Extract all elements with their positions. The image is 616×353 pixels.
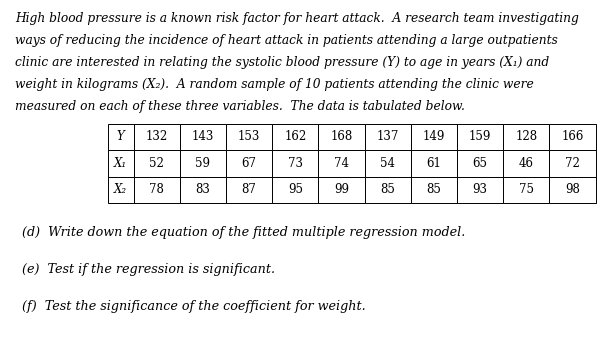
Bar [226,124,272,150]
Bar [549,150,596,176]
Text: 153: 153 [238,130,261,143]
Text: 159: 159 [469,130,492,143]
Text: clinic are interested in relating the systolic blood pressure (Y) to age in year: clinic are interested in relating the sy… [15,56,549,69]
Bar [134,176,180,203]
Text: measured on each of these three variables.  The data is tabulated below.: measured on each of these three variable… [15,100,465,113]
Bar [134,124,180,150]
Bar [108,176,134,203]
Text: 73: 73 [288,157,303,170]
Text: 85: 85 [426,183,442,196]
Text: 168: 168 [330,130,353,143]
Bar [108,124,134,150]
Bar [457,124,503,150]
Bar [318,124,365,150]
Text: 67: 67 [241,157,257,170]
Text: 78: 78 [149,183,164,196]
Text: (d)  Write down the equation of the fitted multiple regression model.: (d) Write down the equation of the fitte… [22,226,465,239]
Text: 137: 137 [376,130,399,143]
Text: 132: 132 [145,130,168,143]
Text: 59: 59 [195,157,211,170]
Bar [549,176,596,203]
Bar [411,176,457,203]
Text: 128: 128 [516,130,537,143]
Bar [180,176,226,203]
Bar [318,150,365,176]
Bar [272,150,318,176]
Text: 93: 93 [472,183,488,196]
Text: X₂: X₂ [114,183,128,196]
Bar [180,124,226,150]
Text: 143: 143 [192,130,214,143]
Text: 149: 149 [423,130,445,143]
Text: ways of reducing the incidence of heart attack in patients attending a large out: ways of reducing the incidence of heart … [15,34,558,47]
Text: (f)  Test the significance of the coefficient for weight.: (f) Test the significance of the coeffic… [22,300,365,313]
Text: 98: 98 [565,183,580,196]
Text: 54: 54 [380,157,395,170]
Bar [503,176,549,203]
Text: 46: 46 [519,157,534,170]
Text: 83: 83 [195,183,211,196]
Text: X₁: X₁ [114,157,128,170]
Bar [272,176,318,203]
Text: Y: Y [117,130,124,143]
Bar [108,150,134,176]
Text: High blood pressure is a known risk factor for heart attack.  A research team in: High blood pressure is a known risk fact… [15,12,579,25]
Text: 166: 166 [561,130,584,143]
Bar [134,150,180,176]
Bar [503,124,549,150]
Bar [503,150,549,176]
Text: 52: 52 [149,157,164,170]
Bar [365,124,411,150]
Text: 65: 65 [472,157,488,170]
Text: 75: 75 [519,183,534,196]
Text: 61: 61 [426,157,442,170]
Bar [411,150,457,176]
Bar [365,176,411,203]
Bar [549,124,596,150]
Bar [180,150,226,176]
Bar [365,150,411,176]
Text: (e)  Test if the regression is significant.: (e) Test if the regression is significan… [22,263,275,276]
Bar [411,124,457,150]
Text: 87: 87 [241,183,257,196]
Bar [457,150,503,176]
Bar [318,176,365,203]
Text: 74: 74 [334,157,349,170]
Text: weight in kilograms (X₂).  A random sample of 10 patients attending the clinic w: weight in kilograms (X₂). A random sampl… [15,78,534,91]
Text: 162: 162 [284,130,307,143]
Bar [226,176,272,203]
Bar [272,124,318,150]
Bar [226,150,272,176]
Bar [457,176,503,203]
Text: 95: 95 [288,183,303,196]
Text: 85: 85 [380,183,395,196]
Text: 72: 72 [565,157,580,170]
Text: 99: 99 [334,183,349,196]
